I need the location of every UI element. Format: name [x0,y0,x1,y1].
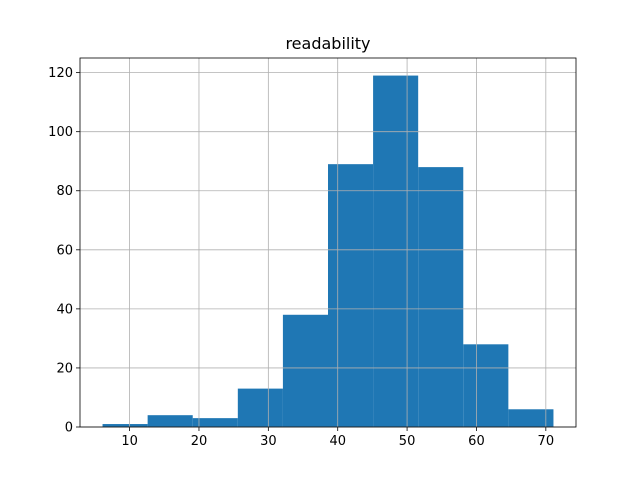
y-tick-label: 20 [56,361,73,376]
bar [373,75,419,428]
y-tick-label: 120 [48,66,73,81]
x-tick-label: 40 [329,434,346,449]
x-tick-label: 10 [121,434,138,449]
y-tick-label: 80 [56,184,73,199]
bar [192,418,238,427]
x-tick-label: 30 [260,434,277,449]
y-tick-label: 60 [56,243,73,258]
y-tick-label: 0 [65,421,73,436]
bar [418,167,464,427]
bar [237,388,283,427]
x-tick-label: 60 [468,434,485,449]
bar [282,314,328,427]
x-tick-label: 70 [538,434,555,449]
bar [463,344,509,427]
bar [102,424,148,427]
axes-frame [79,57,577,428]
x-tick-label: 20 [191,434,208,449]
y-tick-label: 40 [56,302,73,317]
bar [147,415,193,427]
chart-title: readability [285,34,370,53]
y-tick-label: 100 [48,125,73,140]
x-tick-label: 50 [399,434,416,449]
bar [328,164,374,427]
bar [508,409,554,427]
